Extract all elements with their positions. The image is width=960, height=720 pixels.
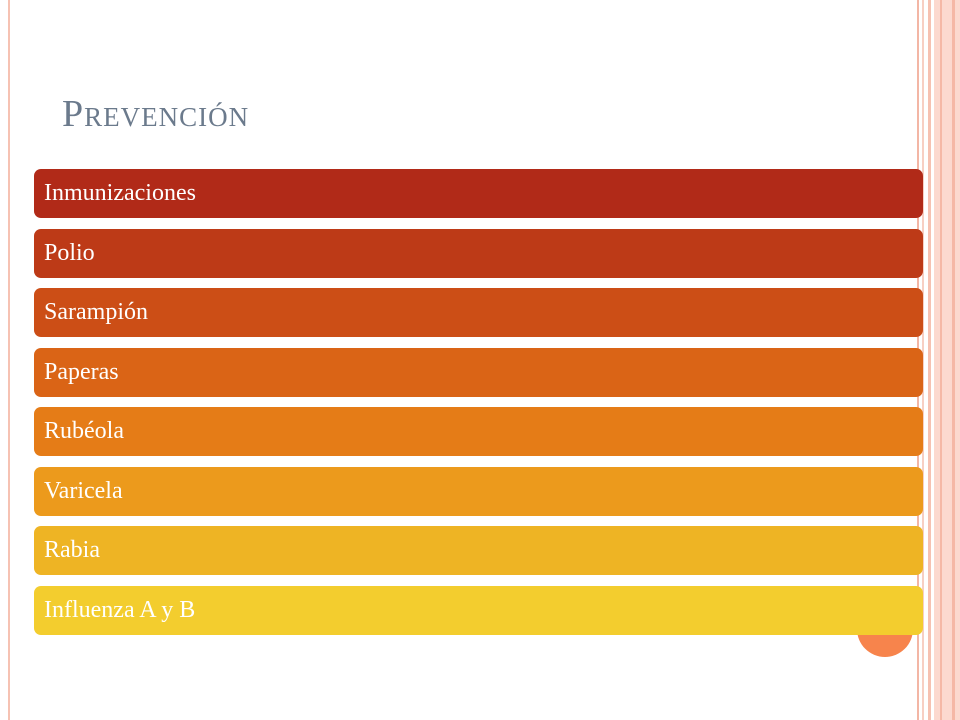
list-item-rabia: Rabia: [34, 526, 923, 575]
prevention-list: Inmunizaciones Polio Sarampión Paperas R…: [34, 169, 923, 645]
right-decorative-stripe: [952, 0, 955, 720]
right-decorative-stripe: [940, 0, 942, 720]
left-border-line: [8, 0, 10, 720]
list-item-varicela: Varicela: [34, 466, 923, 516]
list-item-influenza: Influenza A y B: [34, 585, 923, 635]
right-decorative-band: [934, 0, 960, 720]
right-decorative-stripe: [928, 0, 931, 720]
right-decorative-stripe: [922, 0, 924, 720]
slide-title: Prevención: [62, 93, 250, 135]
list-item-inmunizaciones: Inmunizaciones: [34, 169, 923, 218]
list-item-polio: Polio: [34, 228, 923, 278]
list-item-paperas: Paperas: [34, 347, 923, 397]
list-item-rubeola: Rubéola: [34, 407, 923, 456]
list-item-sarampion: Sarampión: [34, 288, 923, 337]
